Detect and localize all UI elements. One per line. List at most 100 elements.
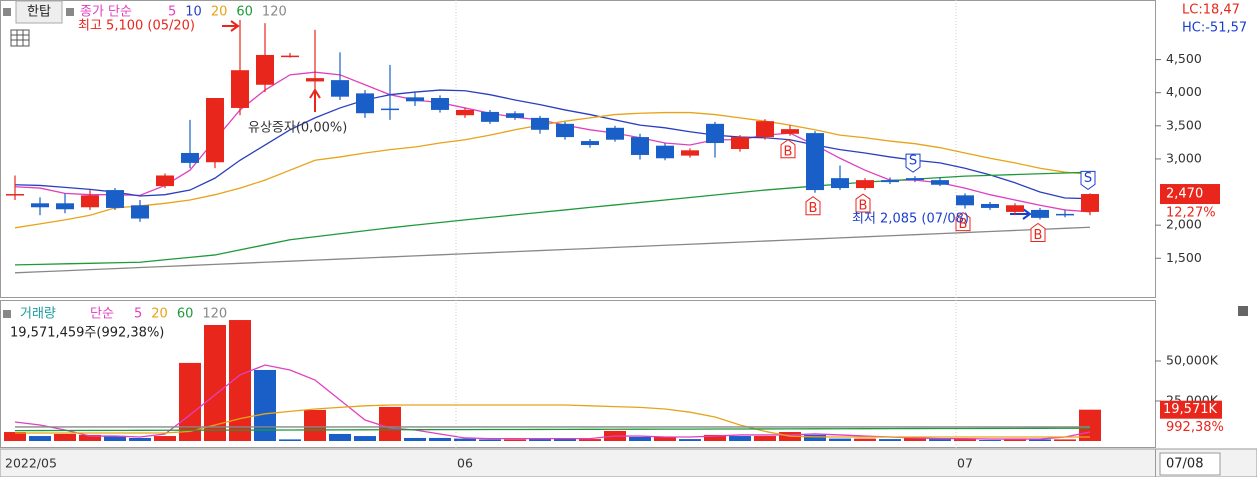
panel-icon[interactable] — [66, 8, 74, 16]
candle-body — [881, 180, 899, 183]
candle-body — [131, 205, 149, 219]
volume-bar — [429, 437, 451, 441]
hc-label: HC:-51,57 — [1182, 21, 1247, 36]
annotation: 유상증자(0,00%) — [248, 121, 347, 136]
annotation: 최저 2,085 (07/08) — [852, 212, 969, 227]
volume-bar — [1079, 409, 1101, 441]
candle-body — [806, 133, 824, 191]
volume-bar — [954, 439, 976, 441]
volume-bar — [179, 362, 201, 441]
y-tick-label: 3,500 — [1166, 117, 1202, 132]
candle-body — [506, 113, 524, 118]
volume-bar — [929, 439, 951, 441]
candle-body — [656, 145, 674, 159]
volume-bar — [354, 436, 376, 441]
volume-bar — [1029, 439, 1051, 441]
candle-body — [331, 80, 349, 97]
end-date-box — [1159, 452, 1221, 476]
low-arrow — [1010, 208, 1032, 220]
volume-bar — [154, 436, 176, 441]
volume-bar — [329, 433, 351, 441]
candle-body — [956, 195, 974, 206]
signal-marker — [955, 211, 971, 232]
signal-label: B — [859, 199, 868, 214]
signal-marker — [805, 196, 821, 216]
y-tick-label: 1,500 — [1166, 250, 1202, 265]
candle-body — [406, 97, 424, 102]
legend-entry: 10 — [185, 5, 202, 20]
panel-icon[interactable] — [3, 8, 11, 16]
candle-body — [581, 141, 599, 146]
volume-bar — [129, 437, 151, 441]
current-volume-label: 19,571K — [1163, 402, 1217, 417]
candle-body — [106, 190, 124, 208]
current-volume-box — [1160, 400, 1222, 419]
candle-body — [556, 123, 574, 138]
moving-average — [14, 226, 1091, 274]
volume-bar — [829, 438, 851, 441]
price-panel-frame — [0, 0, 1156, 298]
candle-body — [6, 194, 24, 196]
legend-entry: 120 — [202, 307, 227, 322]
signal-label: B — [959, 217, 968, 232]
date-axis — [0, 448, 1257, 477]
end-date-label: 07/08 — [1166, 457, 1203, 472]
volume-bar — [554, 438, 576, 441]
stock-button[interactable] — [15, 0, 63, 24]
legend-prefix: 종가 단순 — [80, 5, 132, 20]
legend-entry: 5 — [134, 307, 142, 322]
candle-body — [731, 137, 749, 149]
candle-body — [756, 121, 774, 138]
candle-body — [81, 195, 99, 208]
candle-body — [156, 175, 174, 187]
volume-bar — [254, 369, 276, 441]
current-price-label: 2,470 — [1166, 187, 1203, 202]
volume-bar — [679, 439, 701, 441]
signal-label: S — [1084, 171, 1092, 186]
volume-bar — [479, 439, 501, 441]
candle-body — [931, 180, 949, 185]
candle-body — [606, 127, 624, 140]
signal-label: B — [784, 144, 793, 159]
candle-body — [56, 203, 74, 210]
current-price-box — [1160, 184, 1220, 205]
candle-body — [1056, 213, 1074, 216]
volume-bar — [1004, 439, 1026, 441]
volume-name: 거래량 — [20, 307, 56, 322]
volume-bar — [504, 439, 526, 441]
signal-marker — [1030, 222, 1046, 243]
candle-body — [206, 98, 224, 163]
signal-marker — [780, 139, 796, 159]
y-tick-label: 2,000 — [1166, 217, 1202, 232]
volume-bar — [79, 434, 101, 441]
volume-bar — [804, 434, 826, 441]
candle-body — [981, 203, 999, 208]
high-arrow — [222, 20, 240, 32]
volume-bar — [729, 436, 751, 441]
close-icon[interactable] — [1238, 306, 1248, 316]
candle-body — [381, 108, 399, 111]
change-label: 12,27% — [1166, 206, 1216, 221]
moving-average — [14, 427, 1091, 432]
volume-bar — [629, 437, 651, 441]
legend-entry: 20 — [151, 307, 168, 322]
y-tick-label: 50,000K — [1166, 353, 1219, 368]
panel-icon[interactable] — [3, 310, 11, 318]
volume-bar — [1054, 439, 1076, 441]
candle-body — [481, 111, 499, 122]
volume-bar — [579, 439, 601, 441]
change-label: 992,38% — [1166, 420, 1224, 435]
candle-body — [281, 55, 299, 58]
signal-marker — [905, 153, 921, 173]
volume-bar — [654, 437, 676, 441]
candle-body — [681, 150, 699, 156]
volume-bar — [529, 439, 551, 441]
table-icon[interactable] — [10, 29, 30, 47]
candle-body — [356, 93, 374, 114]
signal-marker — [1080, 170, 1096, 190]
candle-body — [831, 178, 849, 189]
volume-bar — [379, 406, 401, 441]
volume-panel-frame — [0, 300, 1156, 448]
candle-body — [706, 123, 724, 144]
